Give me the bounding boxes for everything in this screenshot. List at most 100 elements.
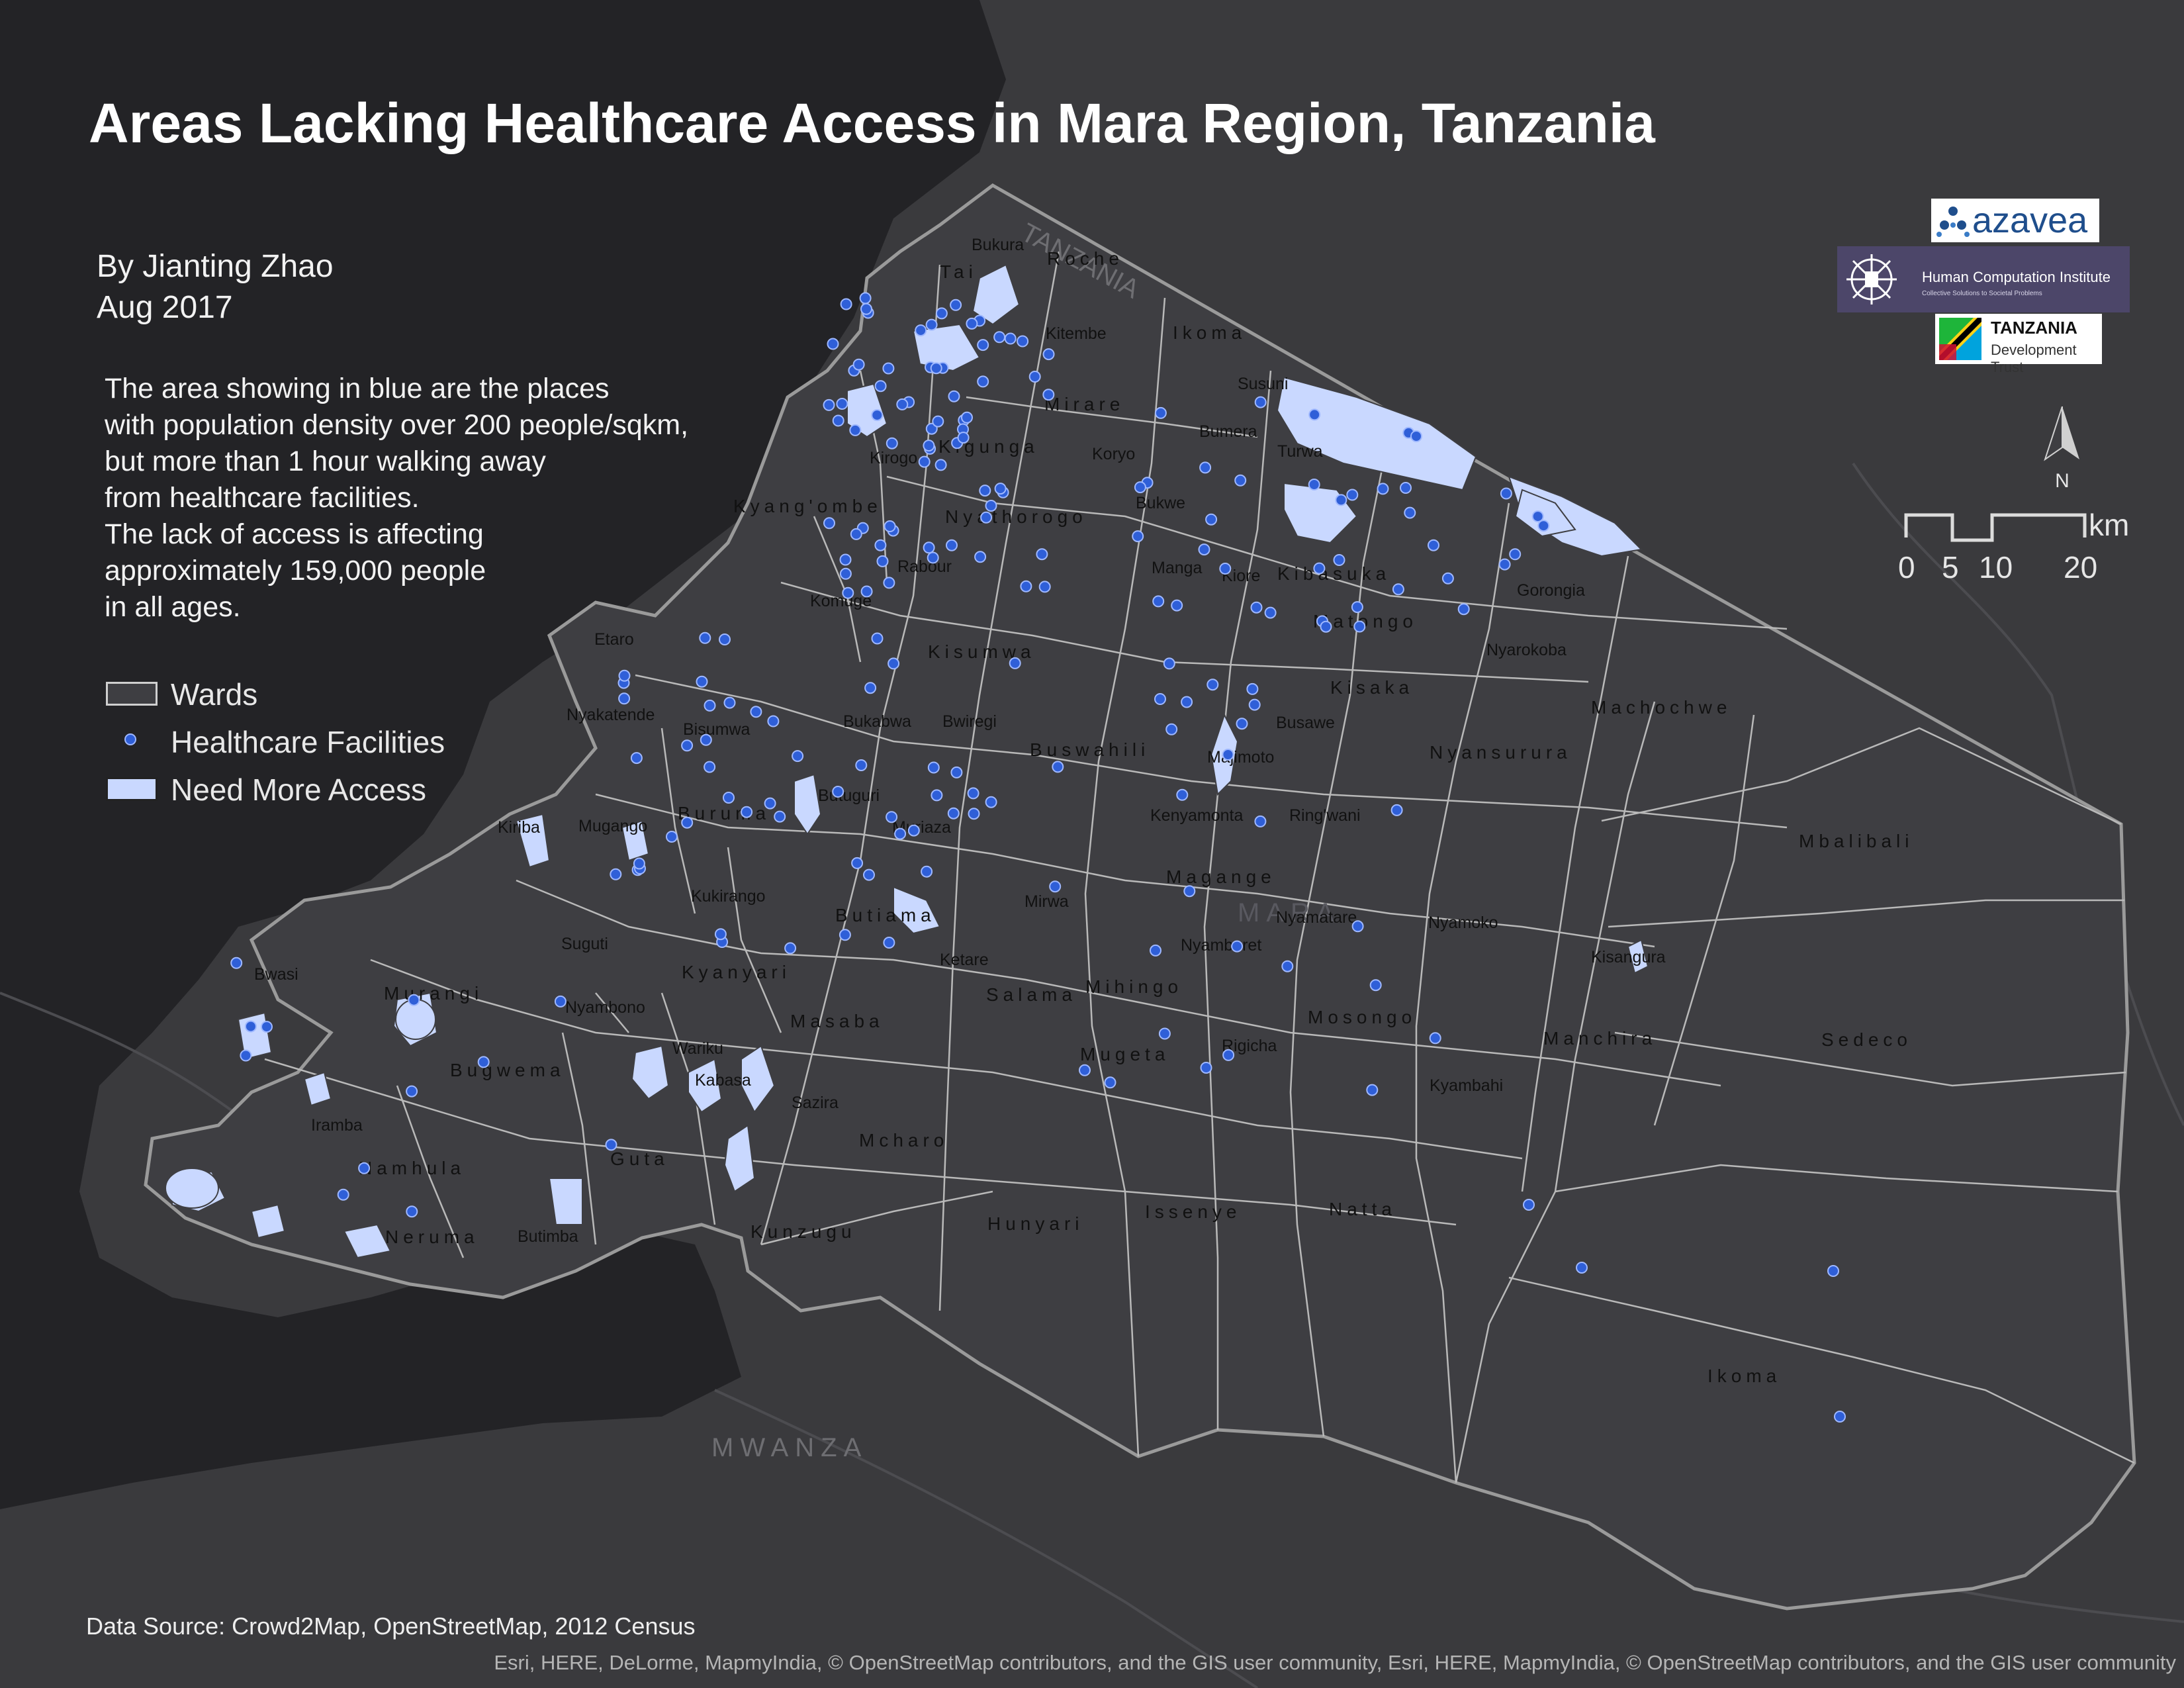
- facility-dot: [874, 380, 887, 393]
- facility-dot: [1199, 461, 1212, 474]
- facility-dot: [1154, 406, 1167, 419]
- facility-dot: [849, 424, 862, 436]
- facility-dot: [836, 398, 848, 410]
- facility-dot: [406, 1085, 418, 1098]
- ward-label: Salama: [986, 984, 1077, 1005]
- facility-dot: [1052, 761, 1064, 773]
- ward-label: Nyakatende: [567, 706, 655, 724]
- facility-dot: [1441, 572, 1454, 585]
- facility-dot: [1353, 620, 1366, 633]
- ward-label: Majimoto: [1207, 748, 1274, 767]
- facility-dot: [921, 865, 933, 878]
- ward-label: Kitembe: [1046, 324, 1107, 343]
- ward-label: Sazira: [792, 1094, 839, 1112]
- facility-dot: [860, 303, 872, 315]
- ward-label: Wariku: [672, 1039, 723, 1058]
- ward-label: Gorongia: [1517, 581, 1585, 600]
- facility-dot: [723, 792, 735, 804]
- north-label: N: [2055, 470, 2070, 492]
- facility-dot: [1219, 563, 1232, 575]
- ward-boundaries: [264, 251, 2135, 1483]
- facility-dot: [883, 937, 895, 949]
- ward-label: Susuni: [1238, 375, 1288, 393]
- facility-dot: [950, 766, 963, 778]
- facility-dot: [946, 539, 958, 551]
- facility-dot: [618, 692, 631, 705]
- facility-dot: [1335, 494, 1347, 506]
- facility-dot: [1377, 483, 1389, 495]
- facility-dot: [1429, 1032, 1441, 1045]
- facility-dot: [1079, 1064, 1091, 1076]
- facility-dot: [1132, 530, 1144, 543]
- facility-dot: [1198, 543, 1210, 556]
- legend-label: Need More Access: [171, 773, 427, 807]
- facility-dot: [719, 633, 731, 645]
- ward-label: Nyamatare: [1276, 908, 1357, 927]
- facility-dot: [979, 485, 991, 497]
- facility-dot: [1183, 885, 1196, 898]
- facility-dot: [1313, 562, 1326, 575]
- ward-label: Ketare: [940, 951, 989, 969]
- facility-dot: [896, 398, 909, 410]
- ward-label: Kunzugu: [751, 1221, 856, 1242]
- ward-label: Kisumwa: [928, 641, 1036, 662]
- ward-label: Bumera: [1199, 422, 1257, 441]
- ward-label: Nyansurura: [1430, 742, 1572, 763]
- facility-dot: [1254, 396, 1267, 408]
- facility-dot: [1200, 1062, 1212, 1074]
- basemap-credits: Esri, HERE, DeLorme, MapmyIndia, © OpenS…: [494, 1651, 2176, 1674]
- facility-dot: [827, 338, 839, 350]
- facility-dot: [774, 810, 786, 823]
- description-line: with population density over 200 people/…: [105, 409, 689, 441]
- facility-dot: [894, 827, 907, 840]
- facility-dot: [852, 358, 865, 371]
- facility-dot: [1509, 548, 1522, 561]
- facility-dot: [874, 539, 887, 551]
- facility-dot: [850, 528, 862, 540]
- facility-dot: [932, 415, 944, 428]
- facility-dot: [918, 455, 931, 468]
- facility-dot: [700, 733, 712, 746]
- ward-label: Bisumwa: [683, 720, 751, 739]
- facility-dot: [864, 682, 877, 694]
- facility-dot: [842, 586, 854, 599]
- ward-label: Kisaka: [1330, 677, 1414, 698]
- facility-dot: [1231, 940, 1244, 953]
- ward-label: Nyamburet: [1181, 936, 1261, 955]
- legend-label: Wards: [171, 677, 258, 712]
- facility-dot: [1281, 960, 1294, 972]
- legend-label: Healthcare Facilities: [171, 725, 445, 759]
- facility-dot: [1152, 595, 1165, 608]
- facility-dot: [1457, 603, 1470, 616]
- facility-dot: [230, 957, 243, 969]
- ward-label: Turwa: [1277, 442, 1323, 461]
- lake-victoria: [0, 0, 1006, 1509]
- map-title: Areas Lacking Healthcare Access in Mara …: [89, 92, 1655, 154]
- data-source: Data Source: Crowd2Map, OpenStreetMap, 2…: [86, 1613, 696, 1640]
- ward-label: Kiriba: [498, 818, 540, 837]
- facility-dot: [477, 1056, 490, 1068]
- ward-label: Bwiregi: [942, 712, 997, 731]
- ward-label: Kibasuka: [1277, 563, 1390, 584]
- facility-dot: [406, 1205, 418, 1218]
- facility-dot: [883, 577, 895, 589]
- facility-dot: [1176, 788, 1189, 801]
- facility-dot: [967, 787, 979, 800]
- ward-label: Mugeta: [1080, 1044, 1169, 1064]
- facility-dot: [1222, 1049, 1235, 1061]
- azavea-mark-icon: [1936, 207, 1970, 237]
- hci-logo: Human Computation Institute Collective S…: [1837, 246, 2130, 312]
- facility-dot: [884, 520, 896, 532]
- facility-dot: [1308, 479, 1320, 491]
- facility-dot: [882, 362, 895, 375]
- description-line: from healthcare facilities.: [105, 482, 420, 514]
- ward-label: Issenye: [1145, 1201, 1242, 1222]
- tdt-logo-subtext: Development Trust: [1991, 342, 2077, 375]
- facility-dot: [1038, 581, 1051, 593]
- date: Aug 2017: [97, 290, 233, 325]
- ward-label: Butuguri: [818, 786, 880, 805]
- ward-label: Komuge: [810, 592, 872, 610]
- facility-dot: [704, 761, 716, 773]
- facility-dot: [886, 437, 898, 449]
- facility-dot: [950, 299, 962, 311]
